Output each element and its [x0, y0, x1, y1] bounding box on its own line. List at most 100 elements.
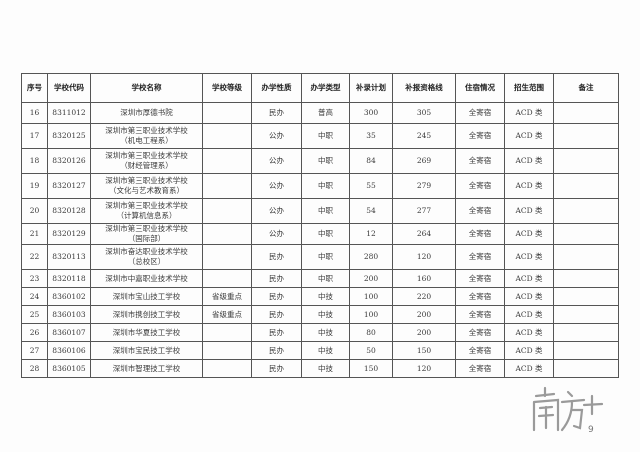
cell-note	[553, 198, 619, 224]
cell-code: 8320113	[47, 244, 91, 270]
cell-plan: 35	[349, 123, 393, 149]
cell-no: 20	[21, 198, 48, 224]
table-row: 25 8360103 深圳市携创技工学校 省级重点 民办 中技 100 200 全寄宿 ACD 类	[21, 305, 619, 324]
cell-plan: 84	[349, 148, 393, 174]
cell-type: 中职	[301, 173, 350, 199]
cell-name: 深圳市第三职业技术学校 （国际部）	[90, 223, 203, 245]
svg-text:9: 9	[588, 425, 594, 435]
cell-type: 中技	[301, 359, 350, 378]
cell-note	[553, 244, 619, 270]
cell-code: 8360105	[47, 359, 91, 378]
cell-line: 279	[392, 173, 456, 199]
cell-line: 200	[392, 323, 456, 342]
header-type: 办学类型	[301, 73, 350, 103]
cell-level	[202, 359, 252, 378]
school-name: 深圳市华夏技工学校	[112, 327, 181, 337]
school-name: 深圳市第三职业技术学校	[105, 151, 188, 160]
school-campus: （总校区）	[127, 257, 166, 266]
cell-type: 中技	[301, 305, 350, 324]
cell-scope: ACD 类	[504, 244, 554, 270]
cell-nature: 公办	[251, 173, 302, 199]
cell-note	[553, 102, 619, 124]
cell-type: 中职	[301, 148, 350, 174]
cell-scope: ACD 类	[504, 359, 554, 378]
cell-note	[553, 123, 619, 149]
cell-no: 17	[21, 123, 48, 149]
cell-level	[202, 123, 252, 149]
cell-line: 150	[392, 341, 456, 360]
cell-name: 深圳市宝民技工学校	[90, 341, 203, 360]
table-row: 24 8360102 深圳市宝山技工学校 省级重点 民办 中技 100 220 全寄宿 ACD 类	[21, 287, 619, 306]
cell-code: 8320118	[47, 269, 91, 288]
school-name: 深圳市宝民技工学校	[112, 345, 181, 355]
cell-plan: 280	[349, 244, 393, 270]
cell-no: 23	[21, 269, 48, 288]
cell-no: 21	[21, 223, 48, 245]
cell-line: 120	[392, 359, 456, 378]
header-plan: 补录计划	[349, 73, 393, 103]
cell-line: 264	[392, 223, 456, 245]
cell-scope: ACD 类	[504, 102, 554, 124]
school-name: 深圳市第三职业技术学校	[105, 126, 188, 135]
cell-housing: 全寄宿	[455, 244, 505, 270]
cell-nature: 民办	[251, 305, 302, 324]
table-row: 27 8360106 深圳市宝民技工学校 民办 中技 50 150 全寄宿 ACD 类	[21, 341, 619, 360]
header-code: 学校代码	[47, 73, 91, 103]
cell-level	[202, 173, 252, 199]
cell-code: 8360107	[47, 323, 91, 342]
cell-note	[553, 341, 619, 360]
cell-nature: 民办	[251, 269, 302, 288]
cell-level: 省级重点	[202, 305, 252, 324]
cell-name: 深圳市第三职业技术学校 （机电工程系）	[90, 123, 203, 149]
cell-housing: 全寄宿	[455, 173, 505, 199]
cell-no: 25	[21, 305, 48, 324]
cell-no: 27	[21, 341, 48, 360]
cell-housing: 全寄宿	[455, 359, 505, 378]
cell-nature: 公办	[251, 223, 302, 245]
cell-line: 305	[392, 102, 456, 124]
table-row: 21 8320129 深圳市第三职业技术学校 （国际部） 公办 中职 12 264 全寄宿 ACD…	[21, 223, 619, 245]
cell-plan: 55	[349, 173, 393, 199]
cell-code: 8320127	[47, 173, 91, 199]
cell-scope: ACD 类	[504, 173, 554, 199]
school-name: 深圳市第三职业技术学校	[105, 224, 188, 233]
table-row: 22 8320113 深圳市奋达职业技术学校 （总校区） 民办 中职 280 120 全寄宿 AC…	[21, 244, 619, 270]
cell-type: 中技	[301, 287, 350, 306]
cell-no: 16	[21, 102, 48, 124]
school-campus: （财经管理系）	[120, 161, 173, 170]
table-row: 19 8320127 深圳市第三职业技术学校 （文化与艺术教育系） 公办 中职 55 279 全…	[21, 173, 619, 199]
cell-housing: 全寄宿	[455, 123, 505, 149]
cell-scope: ACD 类	[504, 148, 554, 174]
cell-scope: ACD 类	[504, 341, 554, 360]
cell-no: 19	[21, 173, 48, 199]
cell-plan: 100	[349, 305, 393, 324]
cell-no: 26	[21, 323, 48, 342]
cell-name: 深圳市中嘉职业技术学校	[90, 269, 203, 288]
cell-type: 中技	[301, 323, 350, 342]
cell-code: 8320126	[47, 148, 91, 174]
cell-level	[202, 341, 252, 360]
cell-scope: ACD 类	[504, 198, 554, 224]
cell-line: 220	[392, 287, 456, 306]
table-row: 28 8360105 深圳市智理技工学校 民办 中技 150 120 全寄宿 ACD 类	[21, 359, 619, 378]
cell-line: 120	[392, 244, 456, 270]
school-name: 深圳市智理技工学校	[112, 363, 181, 373]
cell-line: 200	[392, 305, 456, 324]
school-name: 深圳市宝山技工学校	[112, 291, 181, 301]
cell-name: 深圳市奋达职业技术学校 （总校区）	[90, 244, 203, 270]
cell-line: 160	[392, 269, 456, 288]
cell-level	[202, 148, 252, 174]
school-campus: （国际部）	[127, 234, 166, 243]
cell-code: 8320125	[47, 123, 91, 149]
cell-plan: 54	[349, 198, 393, 224]
cell-scope: ACD 类	[504, 223, 554, 245]
school-name: 深圳市第三职业技术学校	[105, 201, 188, 210]
table-row: 26 8360107 深圳市华夏技工学校 民办 中技 80 200 全寄宿 ACD 类	[21, 323, 619, 342]
cell-nature: 民办	[251, 341, 302, 360]
cell-no: 22	[21, 244, 48, 270]
cell-housing: 全寄宿	[455, 269, 505, 288]
school-campus: （机电工程系）	[120, 136, 173, 145]
cell-nature: 公办	[251, 198, 302, 224]
cell-type: 中职	[301, 198, 350, 224]
cell-code: 8320128	[47, 198, 91, 224]
